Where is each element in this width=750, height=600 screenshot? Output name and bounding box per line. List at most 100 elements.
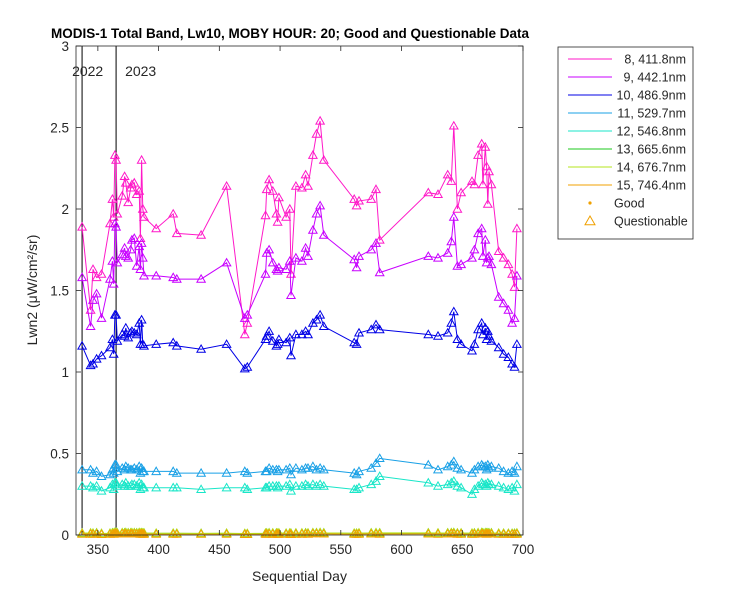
legend: 8, 411.8nm 9, 442.1nm 10, 486.9nm 11, 529.7… [557, 46, 694, 240]
data-point [302, 180, 314, 190]
data-point [108, 467, 119, 477]
data-point [432, 252, 444, 262]
data-point [87, 467, 99, 477]
data-point [296, 480, 307, 490]
data-point [117, 462, 128, 472]
data-point [353, 327, 365, 337]
data-point [448, 211, 459, 221]
data-point [242, 317, 253, 327]
data-point [318, 464, 329, 474]
legend-item: 11, 529.7nm [568, 107, 686, 121]
data-point [480, 141, 491, 151]
data-point [374, 453, 385, 462]
data-point [138, 466, 150, 476]
data-point [476, 223, 487, 233]
data-point [239, 329, 250, 339]
data-point [135, 264, 146, 273]
data-point [96, 471, 107, 480]
data-point [290, 252, 301, 262]
x-tick-label: 550 [330, 542, 353, 557]
data-point [315, 309, 326, 319]
data-point [242, 309, 253, 319]
data-point [469, 244, 480, 254]
data-point [503, 352, 514, 361]
data-point [242, 529, 253, 538]
data-point [318, 480, 329, 490]
data-point [112, 257, 123, 267]
data-point [96, 350, 107, 360]
data-point [466, 489, 478, 498]
data-point [442, 169, 453, 179]
data-point [111, 221, 122, 231]
data-point [111, 309, 122, 319]
data-point [466, 252, 478, 262]
legend-box [557, 46, 694, 240]
data-point [77, 272, 88, 282]
data-point [476, 138, 487, 148]
legend-item: 15, 746.4nm [568, 179, 686, 193]
data-point [171, 340, 182, 350]
x-axis-label: Sequential Day [252, 568, 347, 584]
data-point [96, 312, 107, 322]
chart-title: MODIS-1 Total Band, Lw10, MOBY HOUR: 20;… [51, 26, 530, 41]
data-point [370, 184, 382, 194]
data-point [318, 154, 329, 164]
data-point [423, 251, 434, 260]
data-point [261, 184, 272, 194]
data-point [509, 361, 520, 371]
data-point [509, 312, 520, 322]
data-point [374, 471, 385, 480]
y-tick-label: 1 [61, 365, 69, 380]
data-point [123, 197, 134, 207]
data-point [507, 317, 518, 327]
data-point [452, 260, 463, 270]
data-point [456, 339, 467, 348]
data-point [498, 466, 509, 476]
data-point [261, 330, 272, 340]
data-point [511, 479, 522, 489]
x-tick-label: 450 [208, 542, 231, 557]
data-point [96, 529, 107, 538]
data-point [134, 477, 145, 487]
data-point [151, 270, 162, 280]
data-point [307, 224, 318, 234]
x-tick-label: 500 [269, 542, 292, 557]
data-point [493, 291, 504, 301]
data-point [486, 479, 497, 489]
data-point [117, 190, 128, 200]
data-point [87, 482, 99, 492]
legend-item: 10, 486.9nm [568, 89, 686, 103]
data-point [134, 185, 145, 195]
data-point [452, 203, 463, 213]
data-point [483, 462, 495, 472]
y-tick-label: 0.5 [50, 447, 69, 462]
data-point [432, 480, 444, 490]
data-point [239, 363, 250, 373]
data-point [423, 528, 434, 538]
data-point [366, 193, 377, 203]
year-marker-label: 2022 [72, 63, 103, 79]
data-point [473, 149, 484, 159]
data-point [171, 528, 182, 538]
data-point [315, 115, 326, 125]
data-point [273, 192, 284, 202]
series-3 [77, 306, 522, 373]
data-point [486, 335, 497, 345]
data-point [446, 477, 457, 487]
data-point [264, 174, 275, 184]
data-point [473, 461, 484, 471]
data-point [77, 480, 88, 490]
data-point [284, 479, 295, 489]
data-point [111, 459, 122, 469]
x-tick-label: 350 [87, 542, 110, 557]
series-2 [77, 200, 522, 330]
data-point [120, 322, 131, 332]
data-point [311, 208, 322, 218]
data-point [104, 469, 116, 479]
data-point [112, 208, 123, 218]
data-point [117, 479, 128, 489]
data-point [503, 484, 514, 493]
data-point [242, 484, 253, 493]
year-markers: 2022 2023 [72, 46, 156, 535]
data-point [374, 324, 385, 334]
